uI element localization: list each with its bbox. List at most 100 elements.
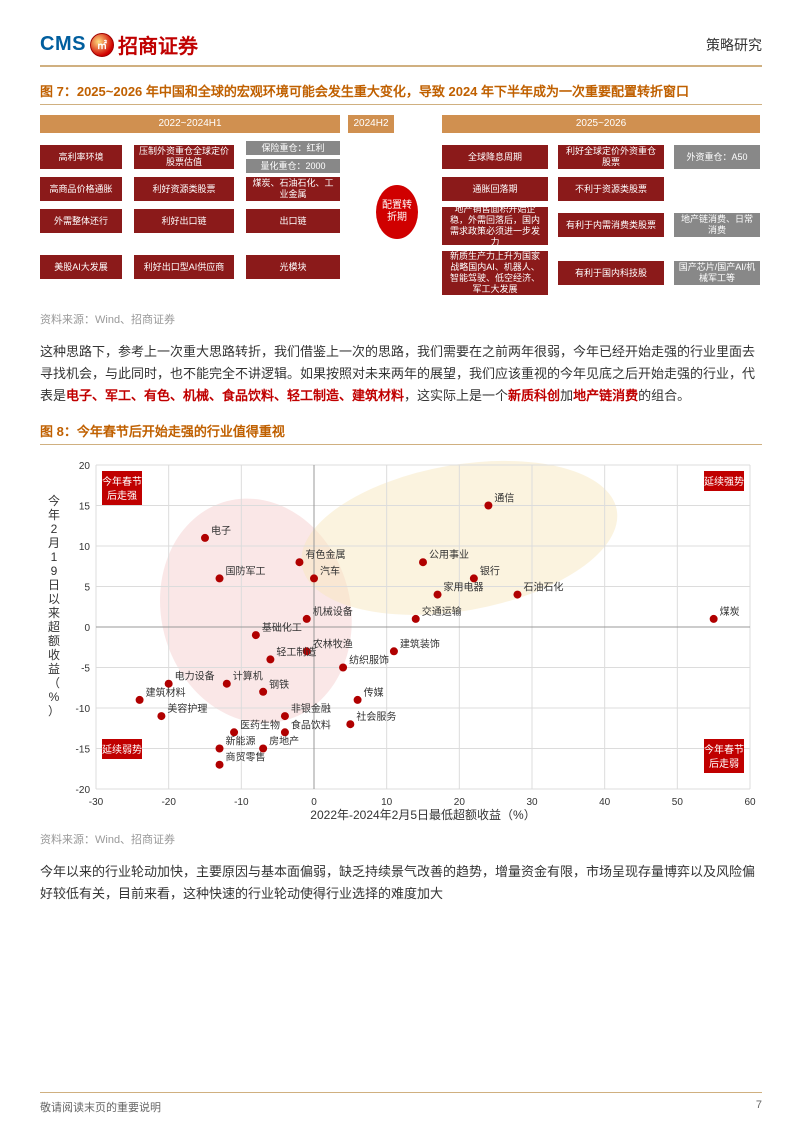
svg-text:40: 40 (599, 797, 611, 808)
svg-text:交通运输: 交通运输 (422, 605, 462, 618)
svg-text:2022年-2024年2月5日最低超额收益（%）: 2022年-2024年2月5日最低超额收益（%） (310, 807, 535, 822)
diagram-box: 国产芯片/国产AI/机械军工等 (674, 261, 760, 285)
svg-text:1: 1 (51, 550, 58, 564)
para1-hl3: 地产链消费 (573, 388, 638, 403)
brand-block: CMS ㎡ 招商证券 (40, 30, 198, 59)
period-bar-2: 2024H2 (348, 115, 394, 133)
fig7-diagram: 2022~2024H1 2024H2 2025~2026 高利率环境 高商品价格… (40, 115, 762, 305)
svg-text:延续弱势: 延续弱势 (102, 743, 142, 756)
diagram-box: 利好出口型AI供应商 (134, 255, 234, 279)
diagram-box: 全球降息周期 (442, 145, 548, 169)
svg-text:石油石化: 石油石化 (523, 581, 563, 594)
svg-text:60: 60 (744, 797, 756, 808)
svg-text:延续强势: 延续强势 (704, 475, 744, 488)
diagram-box: 保险重仓：红利 (246, 141, 340, 155)
svg-text:-10: -10 (76, 704, 91, 715)
svg-text:公用事业: 公用事业 (429, 548, 469, 561)
para1-post: 的组合。 (638, 388, 690, 403)
svg-text:商贸零售: 商贸零售 (226, 751, 266, 764)
diagram-box: 出口链 (246, 209, 340, 233)
svg-text:机械设备: 机械设备 (313, 605, 353, 618)
svg-text:2: 2 (51, 522, 58, 536)
fig8-title: 图 8：今年春节后开始走强的行业值得重视 (40, 421, 762, 445)
svg-text:后走强: 后走强 (107, 490, 137, 502)
svg-text:-10: -10 (234, 797, 249, 808)
scatter-svg: -30-20-100102030405060-20-15-10-50510152… (40, 455, 760, 825)
svg-text:家用电器: 家用电器 (444, 581, 484, 594)
svg-text:电力设备: 电力设备 (175, 670, 215, 683)
svg-text:基础化工: 基础化工 (262, 621, 302, 634)
fig8-source: 资料来源：Wind、招商证券 (40, 831, 762, 847)
svg-text:计算机: 计算机 (233, 670, 263, 683)
para2: 今年以来的行业轮动加快，主要原因与基本面偏弱，缺乏持续景气改善的趋势，增量资金有… (40, 861, 762, 905)
svg-text:农林牧渔: 农林牧渔 (313, 638, 353, 651)
svg-text:有色金属: 有色金属 (305, 548, 345, 561)
period-bar-3: 2025~2026 (442, 115, 760, 133)
svg-text:纺织服饰: 纺织服饰 (349, 654, 389, 667)
svg-text:50: 50 (672, 797, 684, 808)
svg-text:房地产: 房地产 (269, 735, 299, 748)
diagram-box: 通胀回落期 (442, 177, 548, 201)
svg-text:%: % (49, 690, 60, 704)
svg-text:月: 月 (48, 536, 60, 550)
svg-text:银行: 银行 (480, 565, 500, 578)
cms-logo-text: CMS (40, 33, 86, 56)
svg-text:轻工制造: 轻工制造 (276, 646, 316, 659)
period-bar-1: 2022~2024H1 (40, 115, 340, 133)
svg-text:来: 来 (48, 606, 60, 620)
svg-text:-20: -20 (161, 797, 176, 808)
fig7-source: 资料来源：Wind、招商证券 (40, 311, 762, 327)
svg-text:煤炭: 煤炭 (720, 605, 740, 618)
svg-text:以: 以 (48, 592, 60, 606)
config-oval: 配置转折期 (376, 185, 418, 239)
svg-text:非银金融: 非银金融 (291, 702, 331, 715)
diagram-box: 新质生产力上升为国家战略国内AI、机器人、智能驾驶、低空经济、军工大发展 (442, 251, 548, 295)
doc-type-label: 策略研究 (706, 35, 762, 55)
diagram-box: 利好全球定价外资重仓股票 (558, 145, 664, 169)
diagram-box: 光模块 (246, 255, 340, 279)
svg-text:-30: -30 (89, 797, 104, 808)
svg-text:15: 15 (79, 502, 91, 513)
diagram-box: 煤炭、石油石化、工业金属 (246, 177, 340, 201)
svg-text:-15: -15 (76, 745, 91, 756)
svg-text:国防军工: 国防军工 (226, 565, 266, 578)
svg-text:年: 年 (48, 508, 60, 522)
svg-text:5: 5 (84, 583, 90, 594)
svg-text:30: 30 (526, 797, 538, 808)
fig7-title: 图 7：2025~2026 年中国和全球的宏观环境可能会发生重大变化，导致 20… (40, 81, 762, 105)
svg-text:钢铁: 钢铁 (269, 678, 289, 691)
svg-text:20: 20 (79, 461, 91, 472)
svg-text:今: 今 (48, 493, 60, 508)
diagram-box: 量化重仓：2000 (246, 159, 340, 173)
svg-text:美容护理: 美容护理 (167, 702, 207, 715)
svg-text:超: 超 (48, 619, 60, 634)
svg-text:新能源: 新能源 (226, 735, 256, 748)
svg-text:今年春节: 今年春节 (102, 475, 142, 488)
svg-text:9: 9 (51, 564, 58, 578)
svg-text:日: 日 (48, 578, 60, 592)
svg-text:收: 收 (48, 648, 60, 662)
diagram-box: 高商品价格通胀 (40, 177, 122, 201)
para1-hl2: 新质科创 (508, 388, 560, 403)
diagram-box: 美股AI大发展 (40, 255, 122, 279)
svg-text:食品饮料: 食品饮料 (291, 719, 331, 732)
svg-text:益: 益 (48, 662, 60, 676)
para1-mid2: 加 (560, 388, 573, 403)
brand-cn-text: 招商证券 (118, 30, 198, 59)
footer-page: 7 (756, 1099, 762, 1115)
diagram-box: 利好出口链 (134, 209, 234, 233)
para1: 这种思路下，参考上一次重大思路转折，我们借鉴上一次的思路，我们需要在之前两年很弱… (40, 341, 762, 407)
brand-logo-icon: ㎡ (90, 33, 114, 57)
diagram-box: 有利于国内科技股 (558, 261, 664, 285)
svg-text:社会服务: 社会服务 (356, 710, 396, 723)
diagram-box: 高利率环境 (40, 145, 122, 169)
page-header: CMS ㎡ 招商证券 策略研究 (40, 30, 762, 67)
svg-text:电子: 电子 (211, 524, 231, 537)
svg-text:医药生物: 医药生物 (240, 719, 280, 732)
svg-text:-5: -5 (81, 664, 90, 675)
svg-text:额: 额 (48, 634, 60, 648)
svg-text:-20: -20 (76, 785, 91, 796)
svg-text:（: （ (48, 676, 60, 690)
diagram-box: 地产销售面积开始企稳，外需回落后，国内需求政策必须进一步发力 (442, 207, 548, 245)
svg-text:建筑材料: 建筑材料 (146, 686, 186, 699)
